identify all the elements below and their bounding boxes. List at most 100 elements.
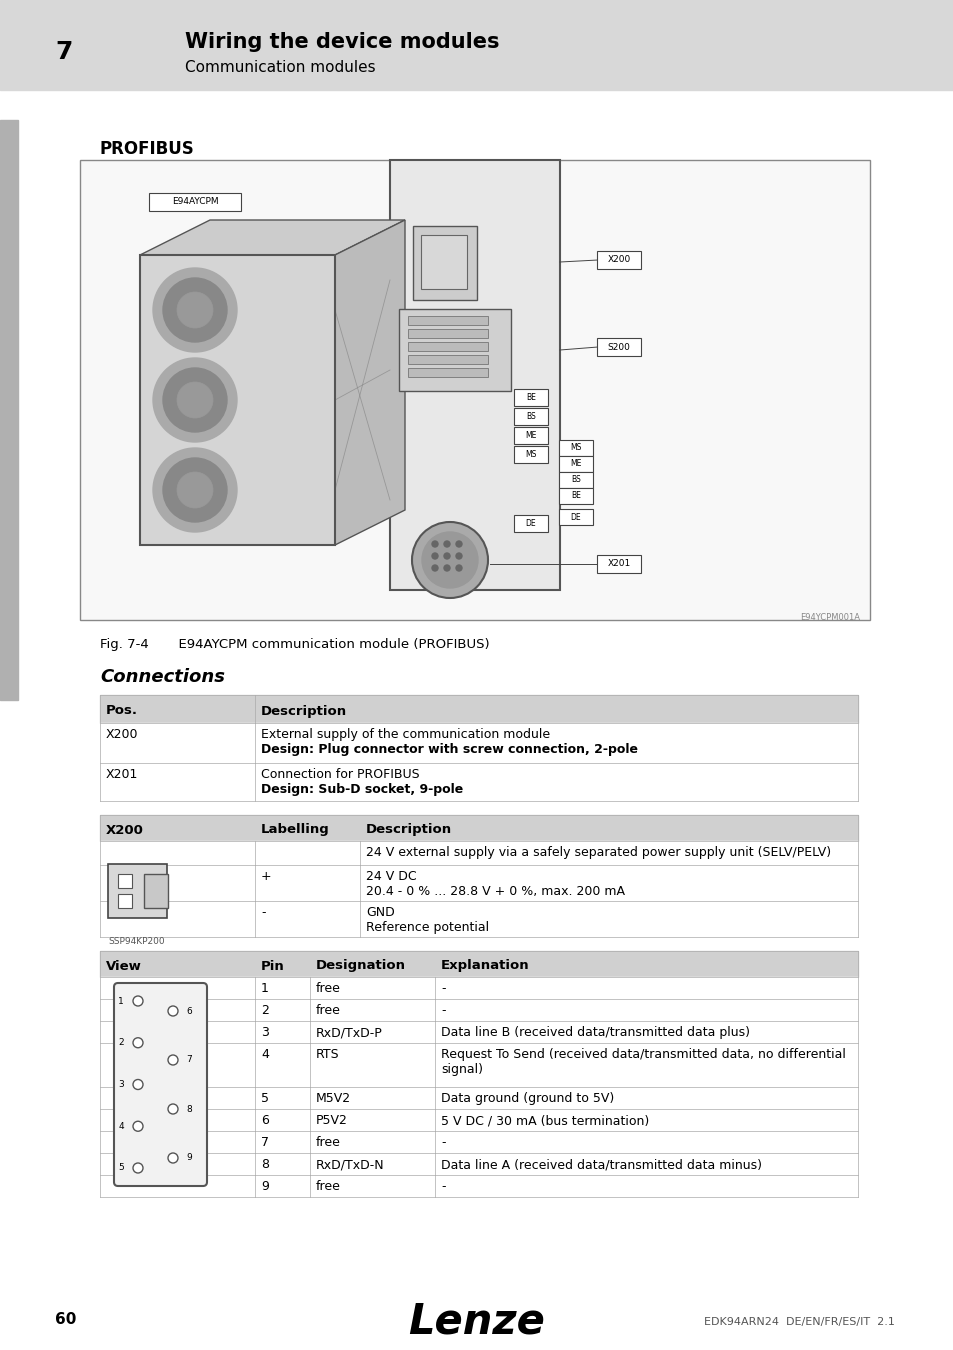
Text: 2: 2 <box>261 1004 269 1017</box>
Circle shape <box>421 532 477 589</box>
Text: S200: S200 <box>607 343 630 351</box>
Text: SSP94KP200: SSP94KP200 <box>108 937 165 946</box>
Polygon shape <box>335 220 405 545</box>
Text: free: free <box>315 1180 340 1193</box>
Bar <box>118 894 132 909</box>
FancyBboxPatch shape <box>149 193 241 211</box>
Bar <box>100 1153 857 1174</box>
Circle shape <box>443 566 450 571</box>
Circle shape <box>132 1080 143 1089</box>
Circle shape <box>168 1153 178 1162</box>
Text: Data ground (ground to 5V): Data ground (ground to 5V) <box>440 1092 614 1106</box>
Text: -: - <box>440 1180 445 1193</box>
Text: Design: Plug connector with screw connection, 2-pole: Design: Plug connector with screw connec… <box>261 743 638 756</box>
Bar <box>408 316 488 325</box>
Text: 24 V DC: 24 V DC <box>366 869 416 883</box>
Text: Data line B (received data/transmitted data plus): Data line B (received data/transmitted d… <box>440 1026 749 1040</box>
Text: View: View <box>106 960 142 972</box>
Bar <box>100 1174 857 1197</box>
Bar <box>0 120 18 701</box>
Bar <box>408 342 488 351</box>
Text: -: - <box>440 1135 445 1149</box>
FancyBboxPatch shape <box>514 408 547 425</box>
Text: Communication modules: Communication modules <box>185 61 375 76</box>
Text: -: - <box>261 906 265 919</box>
Text: MS: MS <box>570 444 581 452</box>
Text: 1: 1 <box>261 981 269 995</box>
Text: RxD/TxD-P: RxD/TxD-P <box>315 1026 382 1040</box>
FancyBboxPatch shape <box>597 338 640 356</box>
Text: 7: 7 <box>55 40 72 63</box>
Circle shape <box>163 278 227 342</box>
FancyBboxPatch shape <box>514 389 547 406</box>
Circle shape <box>152 358 236 441</box>
FancyBboxPatch shape <box>514 514 547 532</box>
FancyBboxPatch shape <box>514 446 547 463</box>
Circle shape <box>168 1104 178 1114</box>
Text: Fig. 7-4       E94AYCPM communication module (PROFIBUS): Fig. 7-4 E94AYCPM communication module (… <box>100 639 489 651</box>
FancyBboxPatch shape <box>144 873 168 909</box>
Text: 5 V DC / 30 mA (bus termination): 5 V DC / 30 mA (bus termination) <box>440 1114 649 1127</box>
Text: External supply of the communication module: External supply of the communication mod… <box>261 728 550 741</box>
Text: 5: 5 <box>261 1092 269 1106</box>
Text: 24 V external supply via a safely separated power supply unit (SELV/PELV): 24 V external supply via a safely separa… <box>366 846 830 859</box>
Bar <box>100 1044 857 1087</box>
Text: 6: 6 <box>261 1114 269 1127</box>
Circle shape <box>443 541 450 547</box>
Text: free: free <box>315 981 340 995</box>
Text: ME: ME <box>570 459 581 468</box>
Text: BE: BE <box>525 393 536 402</box>
Bar <box>100 865 857 900</box>
Text: -: - <box>440 981 445 995</box>
Text: Description: Description <box>261 705 347 717</box>
Circle shape <box>456 554 461 559</box>
Text: X200: X200 <box>607 255 630 265</box>
Circle shape <box>456 541 461 547</box>
Circle shape <box>432 554 437 559</box>
Text: 60: 60 <box>55 1312 76 1327</box>
Circle shape <box>132 1162 143 1173</box>
Text: X201: X201 <box>106 768 138 782</box>
Circle shape <box>177 472 213 508</box>
Bar <box>100 815 857 841</box>
Text: GND: GND <box>366 906 395 919</box>
Circle shape <box>443 554 450 559</box>
Bar <box>100 999 857 1021</box>
Text: EDK94ARN24  DE/EN/FR/ES/IT  2.1: EDK94ARN24 DE/EN/FR/ES/IT 2.1 <box>703 1318 894 1327</box>
Bar <box>100 1087 857 1108</box>
Text: Request To Send (received data/transmitted data, no differential: Request To Send (received data/transmitt… <box>440 1048 845 1061</box>
Text: Labelling: Labelling <box>261 824 330 837</box>
Text: X201: X201 <box>607 559 630 568</box>
Bar <box>408 355 488 364</box>
Bar <box>100 1108 857 1131</box>
Circle shape <box>163 369 227 432</box>
Text: 3: 3 <box>118 1080 124 1089</box>
Text: 4: 4 <box>118 1122 124 1131</box>
FancyBboxPatch shape <box>558 440 593 456</box>
Circle shape <box>177 292 213 328</box>
Text: X200: X200 <box>106 824 144 837</box>
Text: Pos.: Pos. <box>106 705 138 717</box>
FancyBboxPatch shape <box>413 225 476 300</box>
Circle shape <box>152 269 236 352</box>
Text: BE: BE <box>571 491 580 501</box>
Text: E94YCPM001A: E94YCPM001A <box>800 613 859 622</box>
FancyBboxPatch shape <box>80 161 869 620</box>
Bar <box>118 873 132 888</box>
FancyBboxPatch shape <box>390 161 559 590</box>
Circle shape <box>456 566 461 571</box>
Text: P5V2: P5V2 <box>315 1114 348 1127</box>
Circle shape <box>432 541 437 547</box>
Bar <box>100 1131 857 1153</box>
Text: Explanation: Explanation <box>440 960 529 972</box>
FancyBboxPatch shape <box>514 427 547 444</box>
FancyBboxPatch shape <box>558 456 593 472</box>
FancyBboxPatch shape <box>108 864 167 918</box>
Text: BS: BS <box>525 412 536 421</box>
FancyBboxPatch shape <box>597 555 640 572</box>
Text: RTS: RTS <box>315 1048 339 1061</box>
Bar <box>100 1021 857 1044</box>
Text: 7: 7 <box>261 1135 269 1149</box>
Polygon shape <box>140 220 405 255</box>
FancyBboxPatch shape <box>113 983 207 1187</box>
